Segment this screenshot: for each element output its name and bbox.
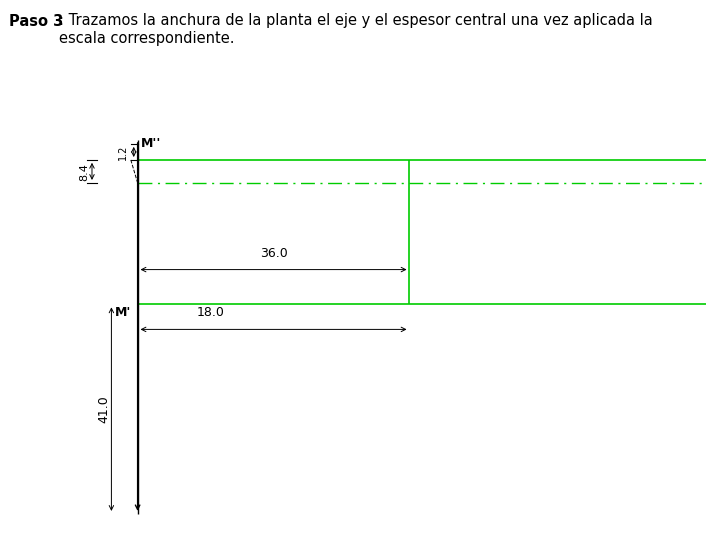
Text: M'': M'' <box>140 137 161 150</box>
Text: 18.0: 18.0 <box>197 306 225 320</box>
Text: 1.2: 1.2 <box>118 144 128 160</box>
Text: 36.0: 36.0 <box>260 247 287 260</box>
Text: : Trazamos la anchura de la planta el eje y el espesor central una vez aplicada : : Trazamos la anchura de la planta el ej… <box>59 14 653 46</box>
Text: M': M' <box>115 307 132 320</box>
Text: Paso 3: Paso 3 <box>9 14 63 29</box>
Text: 41.0: 41.0 <box>97 395 110 423</box>
Text: 8.4: 8.4 <box>79 163 89 181</box>
